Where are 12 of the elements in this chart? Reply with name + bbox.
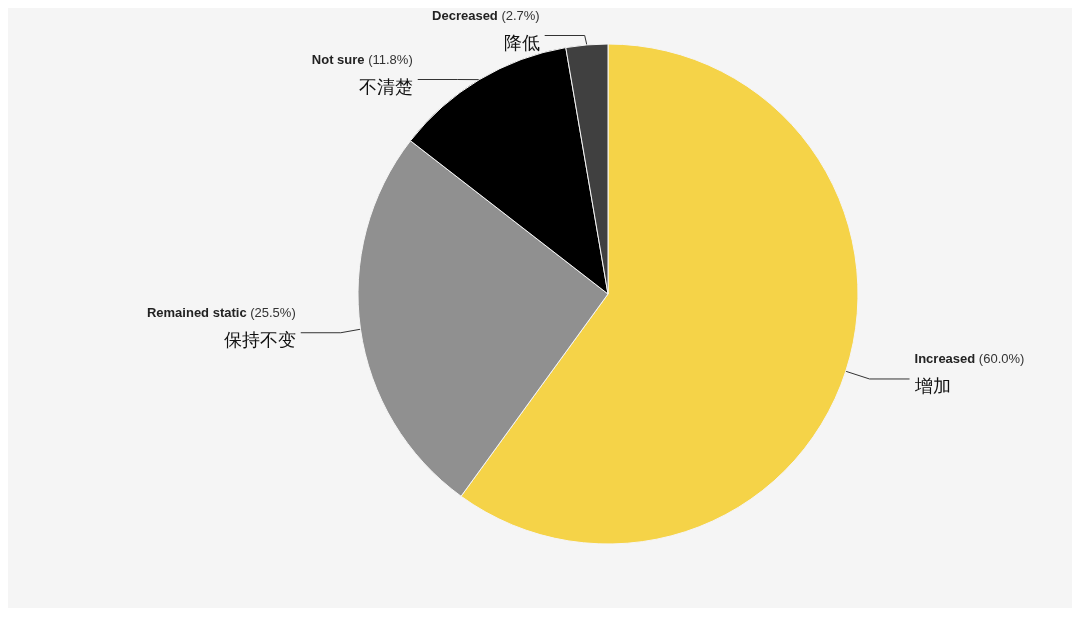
data-label: (25.5%)	[246, 305, 296, 321]
data-label: (11.8%)	[364, 52, 413, 67]
text: 增加	[913, 374, 951, 396]
slice-label: Increased	[914, 351, 976, 367]
text: 降低	[503, 31, 540, 53]
text: 不清楚	[358, 75, 413, 97]
slice-label: Not sure	[311, 52, 365, 67]
slice-label: Decreased	[432, 8, 498, 23]
slice-label: Remained static	[146, 305, 247, 321]
data-label: (2.7%)	[497, 8, 540, 23]
data-label: (60.0%)	[975, 351, 1025, 367]
text: 保持不变	[223, 328, 296, 350]
